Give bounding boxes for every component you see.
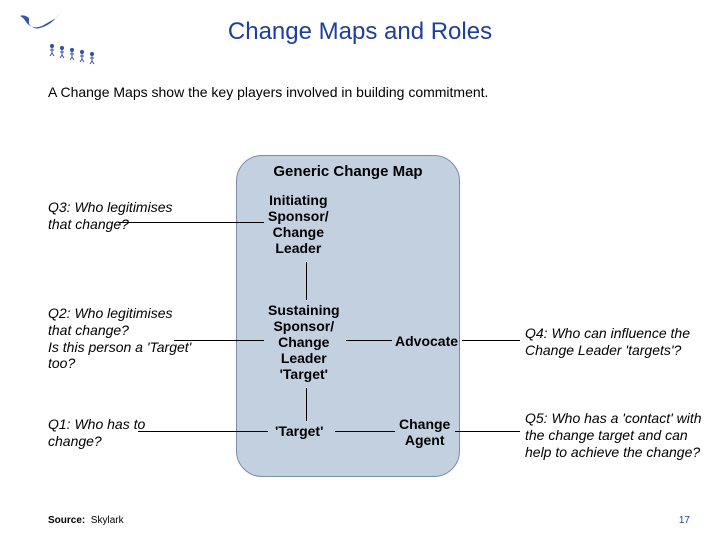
slide-title: Change Maps and Roles <box>48 18 672 46</box>
node-n3: 'Target' <box>275 423 323 439</box>
question-q3: Q3: Who legitimises that change? <box>48 199 178 233</box>
node-n2: SustainingSponsor/ChangeLeader'Target' <box>268 302 340 382</box>
logo-bird <box>20 11 62 29</box>
connector-2 <box>346 340 392 341</box>
connector-1 <box>306 388 307 421</box>
connector-8 <box>455 431 520 432</box>
source-citation: Source: Skylark <box>48 515 124 526</box>
question-q5: Q5: Who has a 'contact' with the change … <box>525 410 705 460</box>
connector-0 <box>306 262 307 300</box>
slide-subtitle: A Change Maps show the key players invol… <box>48 84 672 100</box>
connector-7 <box>462 340 520 341</box>
panel-title: Generic Change Map <box>236 163 460 180</box>
logo-figures <box>50 44 94 64</box>
question-q4: Q4: Who can influence the Change Leader … <box>525 325 705 359</box>
connector-3 <box>335 431 395 432</box>
node-n5: ChangeAgent <box>399 416 450 448</box>
page-number: 17 <box>679 515 690 526</box>
question-q2: Q2: Who legitimises that change?Is this … <box>48 305 193 372</box>
question-q1: Q1: Who has to change? <box>48 416 168 450</box>
node-n1: InitiatingSponsor/ChangeLeader <box>268 192 329 256</box>
logo <box>14 8 129 66</box>
node-n4: Advocate <box>395 333 458 349</box>
